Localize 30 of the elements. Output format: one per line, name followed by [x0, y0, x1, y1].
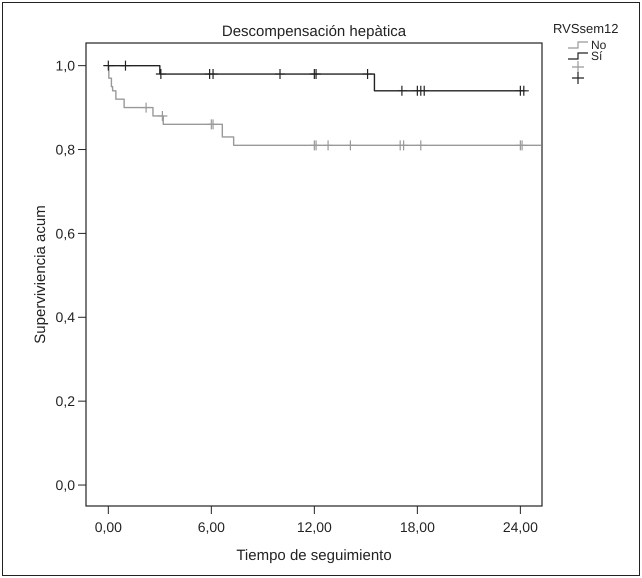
- x-tick-label: 0,00: [94, 519, 122, 535]
- y-tick-label: 0,2: [56, 393, 76, 410]
- point: [362, 68, 374, 80]
- x-tick-label: 6,00: [198, 519, 226, 535]
- chart-title: Descompensación hepàtica: [222, 23, 407, 40]
- point: [156, 110, 168, 122]
- point: [418, 85, 430, 96]
- point: [120, 60, 132, 72]
- legend-title: RVSsem12: [553, 21, 619, 36]
- point: [140, 102, 152, 114]
- x-tick-label: 12,00: [296, 519, 332, 535]
- x-tick-label: 24,00: [502, 519, 538, 535]
- point: [396, 85, 408, 96]
- point: [155, 68, 166, 80]
- y-tick-label: 1,0: [56, 58, 76, 74]
- y-tick-label: 0,6: [56, 225, 76, 242]
- point: [274, 68, 286, 80]
- point: [344, 140, 356, 151]
- y-tick-label: 0,0: [56, 476, 76, 493]
- point: [102, 60, 114, 72]
- point: [322, 140, 334, 151]
- y-tick-label: 0,4: [56, 309, 76, 326]
- point: [518, 85, 530, 96]
- x-tick-label: 18,00: [400, 519, 436, 535]
- x-axis-title: Tiempo de seguimiento: [236, 547, 392, 564]
- point: [398, 140, 410, 151]
- point: [207, 68, 219, 80]
- point: [415, 140, 426, 151]
- y-tick-label: 0,8: [56, 141, 76, 158]
- y-axis-title: Superviviencia acum: [32, 205, 49, 344]
